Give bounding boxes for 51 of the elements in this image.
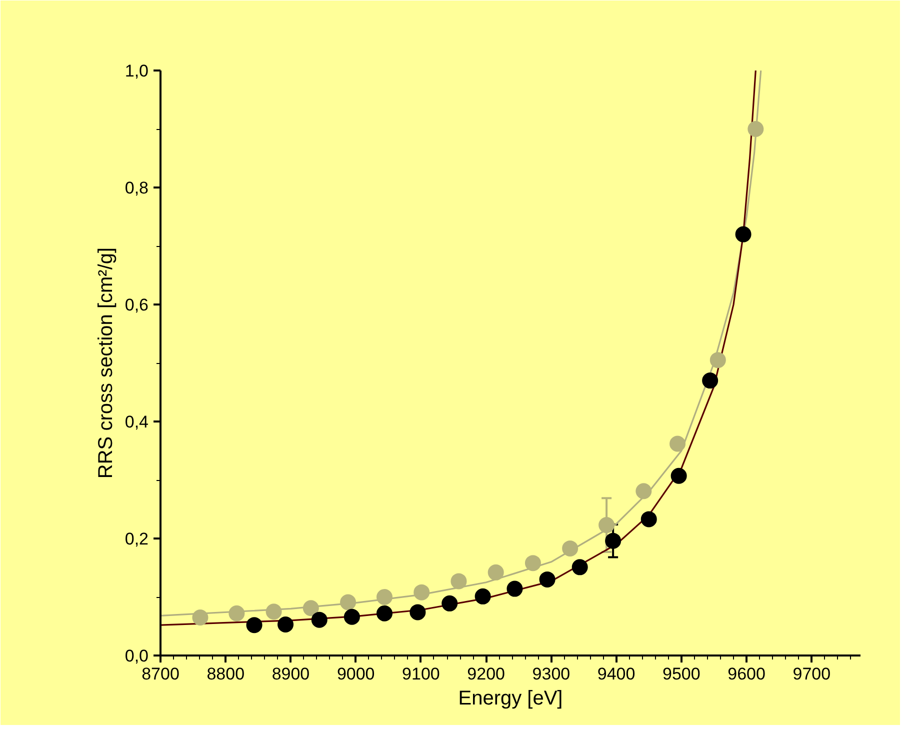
- x-tick-label: 9200: [467, 664, 505, 684]
- point: [572, 559, 588, 576]
- point: [670, 436, 686, 452]
- point: [605, 532, 622, 549]
- point: [344, 608, 360, 625]
- x-tick-label: 9100: [402, 664, 440, 684]
- point: [192, 609, 208, 626]
- point: [376, 589, 392, 605]
- x-axis-title: Energy [eV]: [458, 688, 563, 710]
- x-tick-label: 9400: [597, 664, 636, 684]
- point: [670, 468, 687, 484]
- point: [228, 605, 245, 622]
- point: [442, 595, 458, 612]
- point: [598, 517, 615, 534]
- point: [266, 604, 282, 620]
- point: [539, 571, 556, 588]
- x-tick-label: 8800: [206, 664, 245, 684]
- point: [735, 226, 752, 242]
- point: [562, 540, 578, 556]
- point: [410, 604, 426, 620]
- point: [636, 483, 652, 500]
- x-tick-label: 9000: [336, 664, 375, 684]
- point: [302, 600, 319, 616]
- point: [710, 352, 726, 368]
- y-tick-label: 0,4: [124, 412, 149, 432]
- y-axis-title: RRS cross section [cm²/g]: [94, 247, 117, 479]
- point: [278, 616, 294, 632]
- point: [340, 594, 356, 610]
- point: [488, 564, 504, 580]
- point: [524, 555, 541, 572]
- point: [474, 588, 491, 604]
- point: [450, 573, 467, 590]
- x-tick-label: 9600: [728, 664, 766, 684]
- point: [414, 584, 430, 600]
- point: [748, 121, 764, 137]
- x-tick-label: 9300: [532, 664, 570, 684]
- x-tick-label: 9500: [662, 664, 700, 684]
- point: [246, 617, 262, 634]
- point: [506, 580, 523, 597]
- point: [376, 605, 392, 622]
- y-tick-label: 0,0: [124, 646, 149, 666]
- x-tick-label: 9700: [792, 664, 831, 684]
- point: [640, 511, 657, 528]
- y-tick-label: 1,0: [124, 62, 149, 80]
- y-tick-label: 0,6: [124, 296, 149, 314]
- y-tick-label: 0,2: [124, 530, 149, 548]
- y-tick-label: 0,8: [124, 178, 149, 198]
- point: [311, 612, 328, 628]
- x-tick-label: 8900: [272, 664, 310, 684]
- x-tick-label: 8700: [142, 664, 180, 684]
- point: [702, 372, 718, 389]
